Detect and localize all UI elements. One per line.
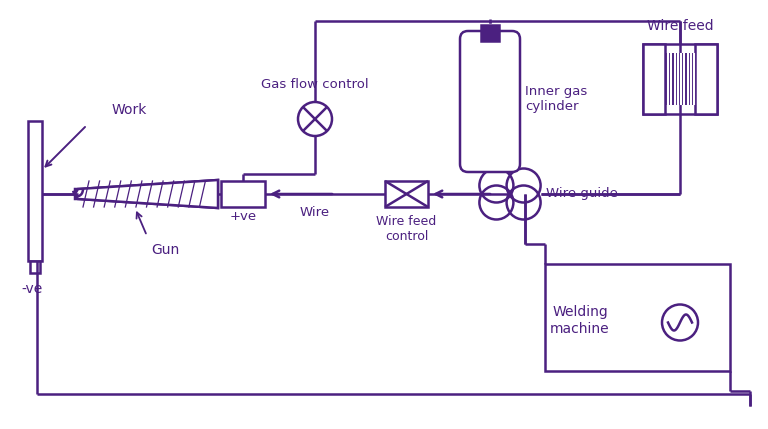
Text: Gun: Gun xyxy=(151,243,179,257)
Text: Welding
machine: Welding machine xyxy=(550,305,610,335)
Bar xyxy=(643,44,717,114)
Text: Work: Work xyxy=(112,103,147,117)
Text: Wire guide: Wire guide xyxy=(545,187,617,200)
Text: Wire feed
control: Wire feed control xyxy=(376,215,437,243)
Bar xyxy=(30,261,40,273)
Bar xyxy=(643,44,665,114)
Polygon shape xyxy=(75,180,218,208)
Text: +ve: +ve xyxy=(230,211,257,224)
Bar xyxy=(665,53,695,105)
Bar xyxy=(481,25,499,41)
Bar xyxy=(28,121,42,261)
Text: Wire feed: Wire feed xyxy=(647,19,713,33)
Bar xyxy=(545,264,730,371)
Text: -ve: -ve xyxy=(22,282,43,296)
Text: Wire: Wire xyxy=(300,205,330,218)
Polygon shape xyxy=(75,180,218,208)
Bar xyxy=(695,44,717,114)
Bar xyxy=(221,181,265,207)
Bar xyxy=(385,181,428,207)
Text: Gas flow control: Gas flow control xyxy=(261,78,369,91)
Circle shape xyxy=(298,102,332,136)
FancyBboxPatch shape xyxy=(460,31,520,172)
Text: Inner gas
cylinder: Inner gas cylinder xyxy=(525,85,588,113)
